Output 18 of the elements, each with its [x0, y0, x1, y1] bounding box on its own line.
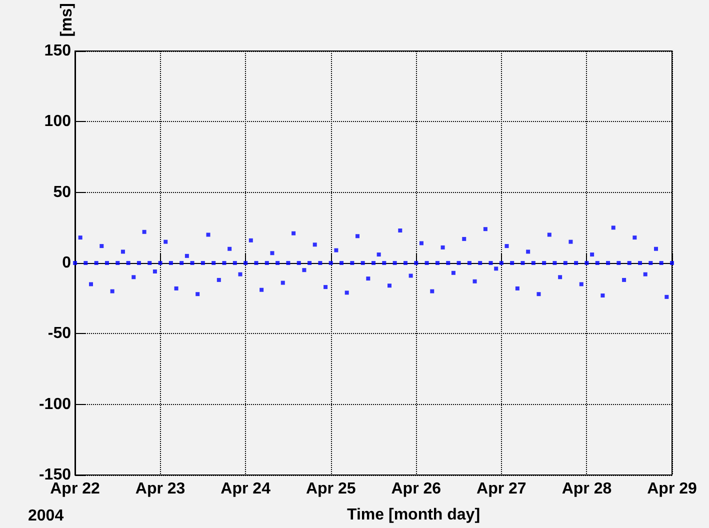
y-tick-label: -50: [48, 325, 72, 342]
x-tick-label: Apr 24: [220, 480, 271, 498]
y-tick-label: -150: [38, 466, 72, 484]
y-tick-label: 0: [62, 254, 72, 272]
y-tick-label: 100: [44, 113, 72, 130]
y-axis-title: [ms]: [58, 3, 76, 37]
y-tick-label: -100: [38, 396, 72, 413]
x-tick-label: Apr 28: [562, 480, 612, 498]
x-tick-label: Apr 22: [50, 480, 100, 498]
x-tick-label: Apr 25: [306, 480, 356, 498]
x-tick-label: Apr 26: [391, 480, 442, 498]
x-axis-title: Time [month day]: [346, 506, 480, 524]
y-tick-label: 50: [53, 184, 72, 201]
x-tick-label: Apr 29: [647, 480, 697, 498]
x-tick-label: Apr 27: [476, 480, 526, 498]
x-tick-label: Apr 23: [135, 480, 186, 498]
text: 2004: [28, 508, 64, 524]
y-tick-label: 150: [44, 42, 72, 60]
